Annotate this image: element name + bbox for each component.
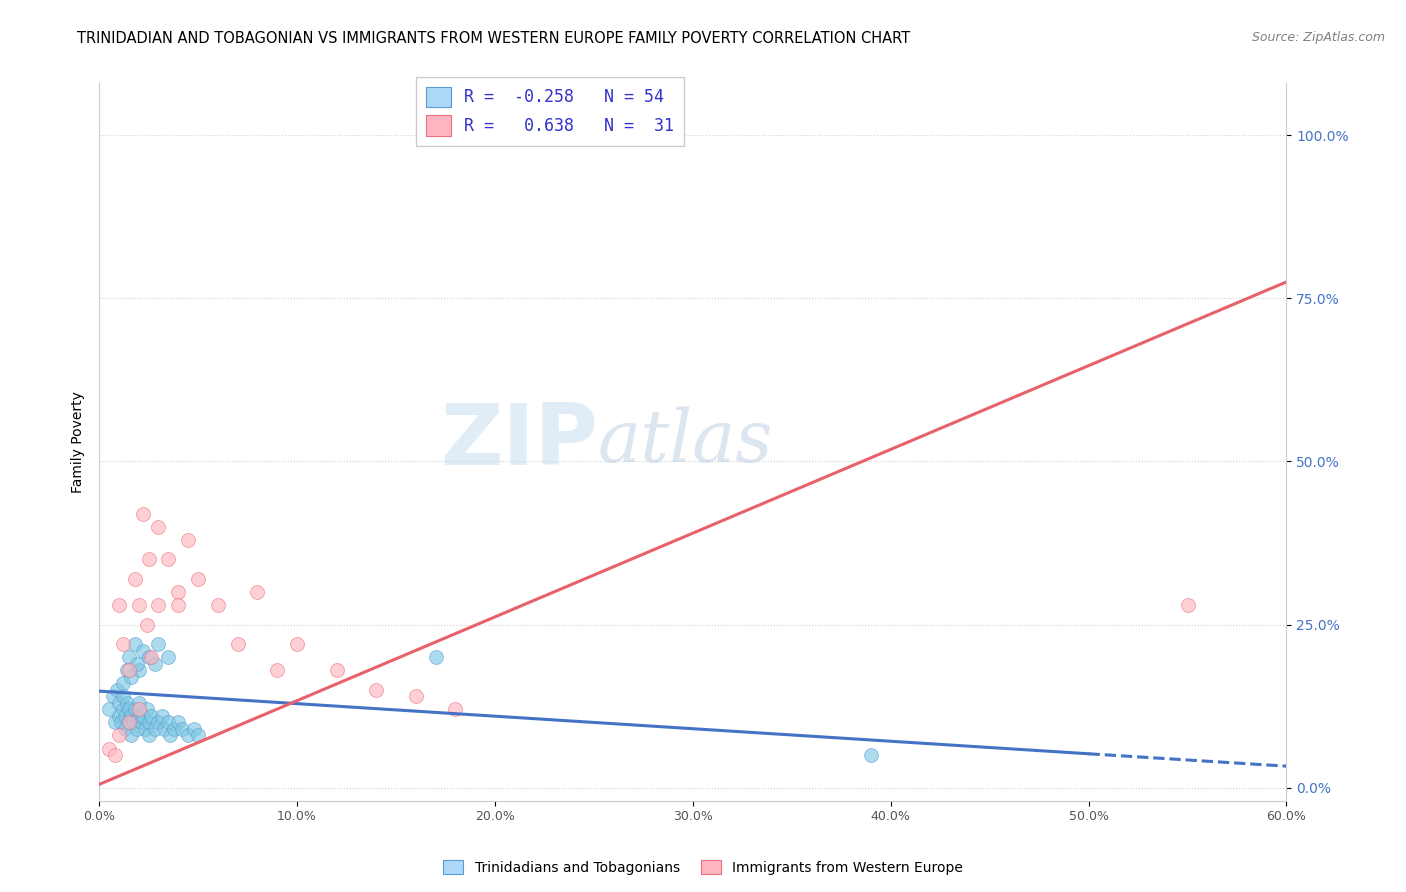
Point [187, 729, 209, 743]
Point [131, 643, 153, 657]
Point [148, 637, 170, 651]
Point [129, 715, 152, 730]
Point [124, 702, 146, 716]
Point [125, 722, 148, 736]
Point [153, 722, 176, 736]
Point [138, 552, 160, 566]
Text: TRINIDADIAN AND TOBAGONIAN VS IMMIGRANTS FROM WESTERN EUROPE FAMILY POVERTY CORR: TRINIDADIAN AND TOBAGONIAN VS IMMIGRANTS… [77, 31, 911, 46]
Legend: R =  -0.258   N = 54, R =   0.638   N =  31: R = -0.258 N = 54, R = 0.638 N = 31 [416, 77, 685, 145]
Point [111, 637, 134, 651]
Point [157, 552, 180, 566]
Point [118, 650, 141, 665]
Point [325, 663, 347, 677]
Point [105, 682, 128, 697]
Point [120, 729, 142, 743]
Point [128, 709, 150, 723]
Point [148, 519, 170, 533]
Point [131, 507, 153, 521]
Point [167, 585, 190, 599]
Point [118, 715, 141, 730]
Point [226, 637, 249, 651]
Legend: Trinidadians and Tobagonians, Immigrants from Western Europe: Trinidadians and Tobagonians, Immigrants… [437, 855, 969, 880]
Point [425, 650, 447, 665]
Text: atlas: atlas [598, 407, 773, 477]
Point [104, 715, 127, 730]
Point [138, 729, 160, 743]
Point [163, 722, 186, 736]
Point [157, 650, 180, 665]
Point [139, 650, 162, 665]
Point [125, 657, 148, 671]
Y-axis label: Family Poverty: Family Poverty [72, 391, 86, 492]
Point [285, 637, 308, 651]
Point [1177, 598, 1199, 612]
Point [177, 729, 200, 743]
Point [114, 709, 136, 723]
Point [98, 702, 121, 716]
Point [157, 715, 180, 730]
Point [108, 696, 131, 710]
Point [128, 663, 150, 677]
Point [101, 690, 124, 704]
Point [187, 572, 209, 586]
Point [143, 722, 166, 736]
Point [138, 715, 160, 730]
Point [167, 715, 190, 730]
Point [118, 663, 141, 677]
Point [111, 702, 134, 716]
Point [143, 657, 166, 671]
Point [139, 709, 162, 723]
Point [98, 741, 121, 756]
Point [121, 715, 143, 730]
Point [246, 585, 269, 599]
Point [859, 747, 882, 762]
Point [134, 722, 156, 736]
Point [183, 722, 205, 736]
Point [108, 709, 131, 723]
Point [118, 702, 141, 716]
Point [108, 598, 131, 612]
Point [148, 715, 170, 730]
Point [266, 663, 288, 677]
Point [148, 598, 170, 612]
Point [135, 617, 157, 632]
Text: ZIP: ZIP [440, 401, 598, 483]
Point [207, 598, 229, 612]
Text: Source: ZipAtlas.com: Source: ZipAtlas.com [1251, 31, 1385, 45]
Point [167, 598, 190, 612]
Point [177, 533, 200, 547]
Point [138, 650, 160, 665]
Point [120, 709, 142, 723]
Point [108, 729, 131, 743]
Point [128, 696, 150, 710]
Point [114, 722, 136, 736]
Point [128, 598, 150, 612]
Point [115, 663, 138, 677]
Point [124, 572, 146, 586]
Point [159, 729, 181, 743]
Point [104, 747, 127, 762]
Point [128, 702, 150, 716]
Point [111, 690, 134, 704]
Point [124, 637, 146, 651]
Point [135, 702, 157, 716]
Point [152, 709, 174, 723]
Point [120, 670, 142, 684]
Point [111, 676, 134, 690]
Point [366, 682, 388, 697]
Point [110, 715, 132, 730]
Point [405, 690, 427, 704]
Point [172, 722, 194, 736]
Point [131, 709, 153, 723]
Point [118, 715, 141, 730]
Point [444, 702, 467, 716]
Point [115, 696, 138, 710]
